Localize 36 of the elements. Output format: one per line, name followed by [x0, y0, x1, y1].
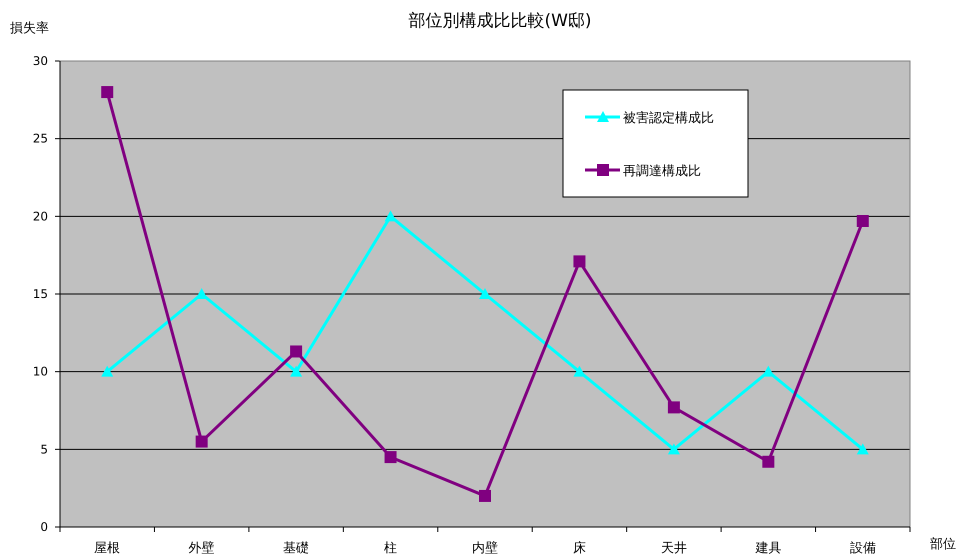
y-tick-label: 5	[40, 442, 48, 456]
x-tick-label: 屋根	[94, 541, 120, 556]
point	[762, 456, 774, 468]
x-tick-label: 設備	[850, 541, 876, 556]
point	[290, 366, 302, 377]
chart-title: 部位別構成比比較(W邸)	[408, 11, 592, 31]
legend-label: 再調達構成比	[623, 164, 701, 179]
x-tick-label: 基礎	[283, 541, 310, 556]
point	[384, 451, 397, 464]
x-tick-label: 天井	[660, 541, 687, 556]
x-tick-label: 床	[572, 541, 586, 556]
point	[856, 443, 869, 454]
y-tick-label: 0	[40, 520, 48, 534]
point	[573, 255, 586, 268]
x-axis-title: 部位	[930, 537, 956, 552]
point	[101, 86, 114, 98]
y-tick-label: 20	[32, 209, 48, 224]
y-tick-label: 30	[32, 54, 48, 68]
point	[668, 443, 680, 454]
point	[101, 366, 114, 377]
y-tick-label: 15	[32, 287, 48, 301]
point	[479, 288, 491, 299]
point	[196, 436, 208, 448]
point	[856, 214, 869, 227]
legend-label: 被害認定構成比	[623, 110, 714, 126]
point	[290, 345, 302, 358]
y-tick-label: 10	[32, 364, 48, 379]
x-tick-label: 建具	[754, 541, 782, 556]
x-tick-label: 内壁	[472, 541, 498, 556]
x-tick-label: 外壁	[188, 541, 215, 556]
point	[573, 366, 586, 377]
y-axis-title: 損失率	[10, 20, 49, 36]
x-tick-label: 柱	[384, 541, 398, 556]
y-tick-label: 25	[32, 132, 48, 146]
point	[668, 401, 680, 414]
point	[479, 490, 491, 502]
